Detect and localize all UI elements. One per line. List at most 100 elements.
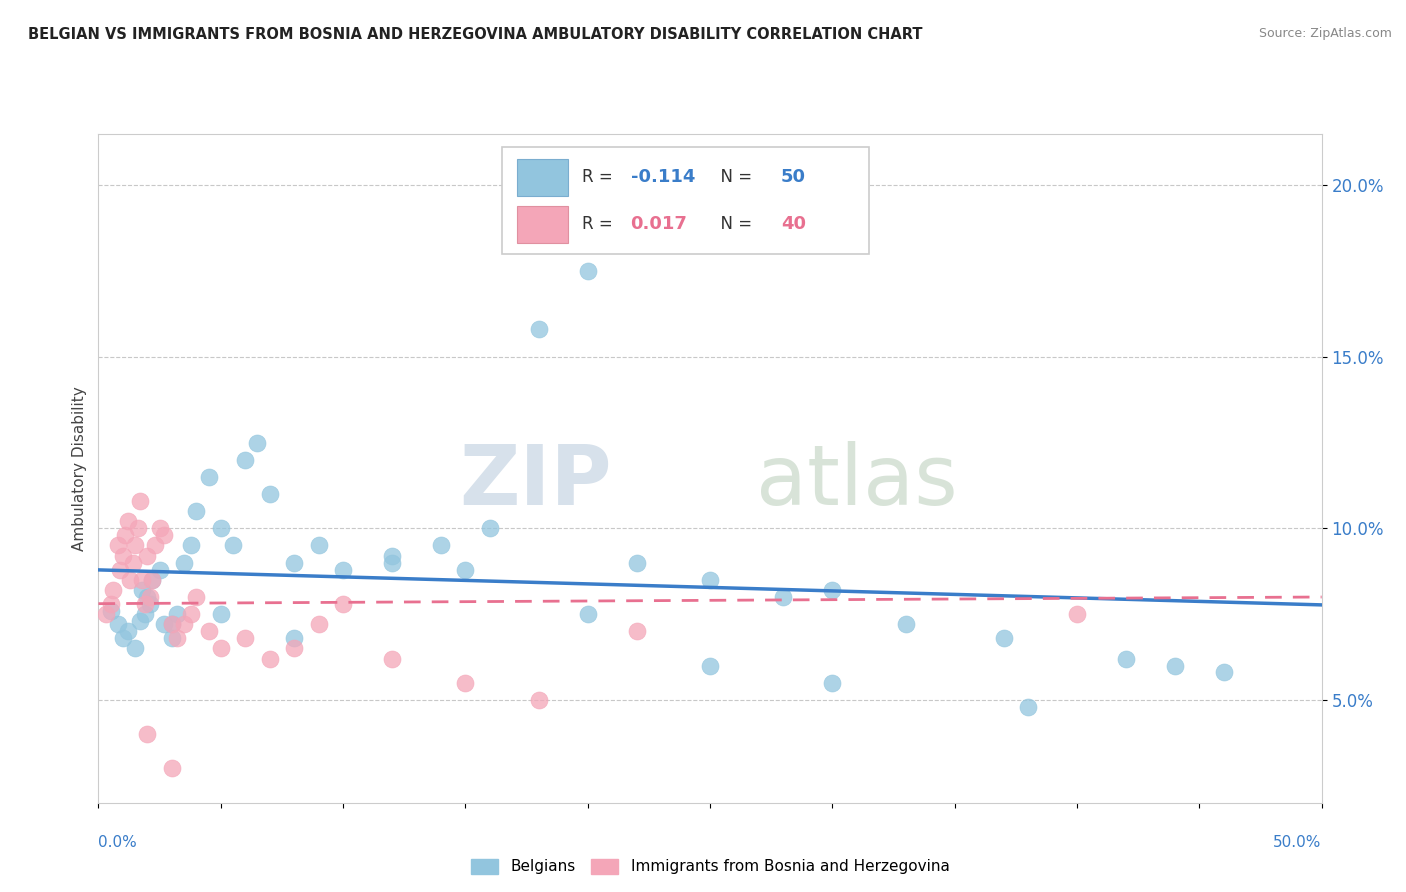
- Text: R =: R =: [582, 215, 617, 233]
- Point: [131, 573, 153, 587]
- Point: [160, 617, 183, 632]
- Point: [283, 641, 305, 656]
- Point: [149, 521, 172, 535]
- Point: [259, 487, 281, 501]
- Point: [166, 631, 188, 645]
- Point: [209, 521, 232, 535]
- Point: [576, 264, 599, 278]
- Point: [209, 641, 232, 656]
- Point: [259, 651, 281, 665]
- Point: [160, 762, 183, 776]
- Point: [626, 624, 648, 639]
- FancyBboxPatch shape: [517, 206, 568, 243]
- Point: [233, 631, 256, 645]
- Point: [233, 452, 256, 467]
- Point: [478, 521, 501, 535]
- Text: N =: N =: [710, 169, 758, 186]
- Point: [699, 573, 721, 587]
- Text: R =: R =: [582, 169, 617, 186]
- Point: [153, 617, 176, 632]
- Point: [111, 631, 134, 645]
- Point: [160, 631, 183, 645]
- Text: atlas: atlas: [756, 442, 957, 522]
- Point: [149, 562, 172, 576]
- Point: [308, 617, 330, 632]
- Point: [136, 590, 159, 604]
- Point: [124, 641, 146, 656]
- Point: [283, 631, 305, 645]
- Point: [430, 539, 453, 553]
- Point: [381, 556, 404, 570]
- Point: [136, 727, 159, 741]
- Point: [173, 617, 195, 632]
- Point: [180, 607, 202, 621]
- Point: [124, 539, 146, 553]
- Point: [381, 549, 404, 563]
- Point: [121, 556, 143, 570]
- Point: [141, 573, 163, 587]
- Point: [166, 607, 188, 621]
- Point: [283, 556, 305, 570]
- Point: [527, 693, 550, 707]
- Point: [101, 583, 124, 598]
- Point: [141, 573, 163, 587]
- Point: [527, 322, 550, 336]
- Point: [1115, 651, 1137, 665]
- Point: [129, 614, 152, 628]
- Point: [1212, 665, 1234, 680]
- Point: [821, 675, 844, 690]
- Point: [209, 607, 232, 621]
- Point: [772, 590, 794, 604]
- Point: [332, 562, 354, 576]
- Point: [134, 597, 156, 611]
- Point: [1164, 658, 1187, 673]
- Point: [120, 573, 142, 587]
- Point: [576, 607, 599, 621]
- Text: ZIP: ZIP: [460, 442, 612, 522]
- Point: [894, 617, 917, 632]
- Point: [114, 528, 136, 542]
- Point: [153, 528, 176, 542]
- Point: [1066, 607, 1088, 621]
- Text: N =: N =: [710, 215, 758, 233]
- Point: [186, 504, 208, 518]
- Point: [173, 556, 195, 570]
- Point: [107, 617, 129, 632]
- Point: [246, 435, 269, 450]
- Point: [180, 539, 202, 553]
- Point: [821, 583, 844, 598]
- Text: -0.114: -0.114: [630, 169, 695, 186]
- Point: [131, 583, 153, 598]
- Point: [100, 597, 122, 611]
- Text: 50.0%: 50.0%: [1274, 836, 1322, 850]
- Point: [454, 562, 477, 576]
- Point: [127, 521, 149, 535]
- Point: [136, 549, 159, 563]
- Point: [1017, 699, 1039, 714]
- Point: [222, 539, 245, 553]
- Text: BELGIAN VS IMMIGRANTS FROM BOSNIA AND HERZEGOVINA AMBULATORY DISABILITY CORRELAT: BELGIAN VS IMMIGRANTS FROM BOSNIA AND HE…: [28, 27, 922, 42]
- Text: 40: 40: [780, 215, 806, 233]
- Text: 0.0%: 0.0%: [98, 836, 138, 850]
- Point: [107, 539, 129, 553]
- Point: [197, 470, 219, 484]
- Point: [129, 494, 152, 508]
- Text: 0.017: 0.017: [630, 215, 688, 233]
- Point: [626, 556, 648, 570]
- Point: [117, 624, 139, 639]
- Point: [699, 658, 721, 673]
- Point: [381, 651, 404, 665]
- Point: [160, 617, 183, 632]
- Point: [197, 624, 219, 639]
- Point: [110, 562, 132, 576]
- Point: [100, 604, 122, 618]
- Legend: Belgians, Immigrants from Bosnia and Herzegovina: Belgians, Immigrants from Bosnia and Her…: [463, 851, 957, 882]
- Point: [308, 539, 330, 553]
- Point: [139, 597, 162, 611]
- Point: [111, 549, 134, 563]
- FancyBboxPatch shape: [517, 159, 568, 195]
- Point: [139, 590, 162, 604]
- Point: [993, 631, 1015, 645]
- Point: [94, 607, 117, 621]
- Y-axis label: Ambulatory Disability: Ambulatory Disability: [72, 386, 87, 550]
